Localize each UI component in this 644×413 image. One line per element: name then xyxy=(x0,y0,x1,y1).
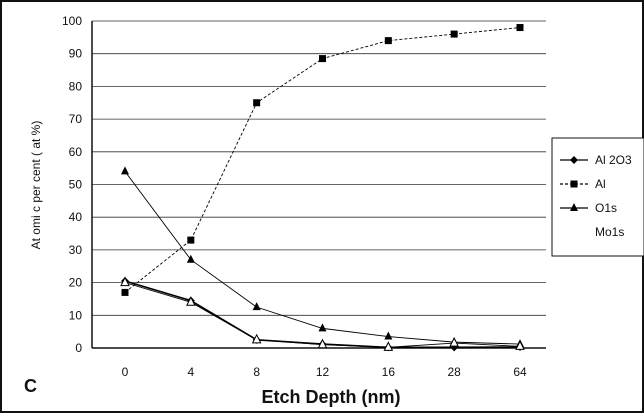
legend-label: Al xyxy=(595,177,606,191)
series-line xyxy=(124,27,521,293)
legend-item: Mo1s xyxy=(595,225,624,239)
data-point xyxy=(253,99,261,107)
data-point xyxy=(570,203,578,211)
x-tick-label: 16 xyxy=(382,365,396,379)
data-point xyxy=(317,338,328,349)
legend: Al 2O3 Al O1s Mo1s xyxy=(551,137,644,257)
data-point xyxy=(384,37,392,45)
legend-label: Mo1s xyxy=(595,225,624,239)
y-axis-title: At omi c per cent ( at %) xyxy=(29,121,43,250)
data-point xyxy=(186,254,195,263)
y-tick-label: 0 xyxy=(75,341,82,355)
data-point xyxy=(121,288,129,296)
data-point xyxy=(516,24,524,32)
legend-item: O1s xyxy=(560,201,617,215)
data-point xyxy=(187,236,195,244)
data-point xyxy=(383,341,394,351)
x-tick-label: 0 xyxy=(122,365,129,379)
y-tick-label: 70 xyxy=(69,112,83,126)
series-mo1s xyxy=(120,276,525,351)
legend-box xyxy=(551,137,644,257)
y-tick-label: 80 xyxy=(69,79,83,93)
x-axis-title: Etch Depth (nm) xyxy=(262,387,401,407)
series-layer xyxy=(120,24,525,352)
data-point xyxy=(252,302,261,311)
data-point xyxy=(186,296,196,306)
grid-lines xyxy=(92,20,546,316)
data-point xyxy=(570,180,578,188)
series-line xyxy=(124,280,521,349)
x-tick-label: 28 xyxy=(447,365,461,379)
y-tick-label: 30 xyxy=(69,243,83,257)
data-point xyxy=(384,331,393,340)
legend-label: O1s xyxy=(595,201,617,215)
x-tick-label: 12 xyxy=(316,365,330,379)
y-tick-label: 10 xyxy=(69,308,83,322)
y-tick-labels: 0 10 20 30 40 50 60 70 80 90 100 xyxy=(62,14,82,355)
legend-item: Al xyxy=(560,177,606,191)
data-point xyxy=(121,166,129,175)
data-point xyxy=(570,156,578,164)
data-point xyxy=(449,336,459,347)
y-tick-label: 20 xyxy=(69,276,83,290)
data-point xyxy=(450,30,458,38)
y-tick-label: 90 xyxy=(69,47,83,61)
series-line xyxy=(124,171,521,345)
panel-label: C xyxy=(24,376,37,396)
y-tick-label: 40 xyxy=(69,210,83,224)
data-point xyxy=(319,55,326,63)
y-tick-label: 50 xyxy=(69,178,83,192)
series-al xyxy=(121,24,524,296)
data-point xyxy=(120,276,130,287)
data-point xyxy=(515,340,525,350)
data-point xyxy=(251,333,262,344)
data-point xyxy=(318,323,327,332)
legend-label: Al 2O3 xyxy=(595,153,632,167)
y-tick-label: 100 xyxy=(62,14,82,28)
x-tick-label: 64 xyxy=(513,365,527,379)
y-tick-label: 60 xyxy=(69,145,83,159)
legend-item: Al 2O3 xyxy=(560,153,632,167)
x-tick-label: 8 xyxy=(253,365,260,379)
x-tick-label: 4 xyxy=(187,365,194,379)
series-o1s xyxy=(121,166,524,348)
x-tick-labels: 0 4 8 12 16 28 64 xyxy=(122,365,527,379)
